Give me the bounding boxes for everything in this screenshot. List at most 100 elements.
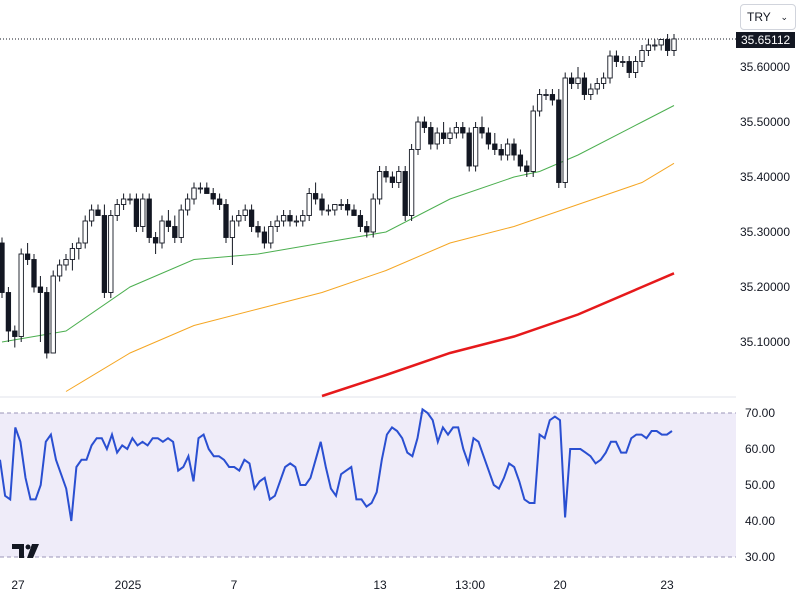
candle-body	[140, 198, 146, 227]
candle-body	[101, 215, 108, 293]
rsi-tick: 30.00	[745, 550, 775, 564]
candle	[204, 182, 210, 194]
candle-body	[229, 220, 236, 238]
candle	[210, 188, 216, 205]
candle	[620, 56, 626, 67]
candle	[581, 72, 588, 100]
price-tick: 35.30000	[740, 225, 790, 239]
candle	[37, 276, 44, 342]
candle-body	[197, 187, 204, 190]
candle	[152, 232, 159, 254]
candle-body	[280, 215, 287, 222]
candle	[440, 122, 447, 144]
rsi-tick: 60.00	[745, 442, 775, 456]
candle	[248, 204, 255, 232]
candle-body	[88, 209, 95, 222]
candle-body	[351, 209, 357, 216]
candle-body	[626, 61, 632, 73]
candle-body	[517, 154, 524, 167]
candle-body	[620, 61, 626, 63]
candle	[191, 182, 197, 205]
candle	[466, 127, 472, 172]
candle	[408, 144, 415, 221]
candle	[293, 215, 300, 227]
candle-body	[325, 209, 332, 212]
candle-body	[184, 198, 191, 211]
candle-body	[204, 187, 210, 194]
candle	[357, 210, 364, 232]
candle	[0, 237, 5, 298]
candle	[492, 133, 498, 155]
candle	[575, 67, 581, 89]
candle-body	[575, 77, 581, 84]
candle-body	[479, 127, 485, 134]
candle-body	[146, 198, 152, 238]
candle	[479, 116, 485, 139]
candle	[287, 210, 293, 227]
candle-body	[664, 39, 671, 51]
candle-body	[127, 198, 133, 201]
candle-body	[536, 94, 543, 112]
ma-slow-line	[321, 272, 675, 398]
candle-body	[594, 83, 600, 90]
candle	[588, 83, 594, 100]
candle	[600, 72, 607, 89]
price-tick: 35.20000	[740, 280, 790, 294]
rsi-tick: 40.00	[745, 514, 775, 528]
candle	[229, 215, 236, 265]
candle	[530, 105, 536, 177]
ma-mid-line	[65, 162, 675, 392]
candle-body	[543, 94, 549, 96]
candle-body	[223, 204, 229, 238]
candle-body	[408, 149, 415, 216]
candle	[632, 56, 639, 78]
candle-body	[466, 132, 472, 167]
last-price-label: 35.65112	[736, 32, 796, 48]
candle-body	[255, 226, 261, 233]
candle	[312, 182, 319, 205]
candle	[524, 160, 530, 177]
candle-body	[338, 204, 344, 206]
candle-body	[344, 204, 351, 211]
price-axis[interactable]: 35.60000 35.50000 35.40000 35.30000 35.2…	[740, 60, 790, 349]
candle-body	[76, 242, 82, 249]
candle	[658, 39, 664, 51]
candle	[255, 221, 261, 238]
candle	[415, 116, 421, 155]
candle	[536, 89, 543, 117]
candle	[607, 50, 613, 84]
price-tick: 35.10000	[740, 335, 790, 349]
candle	[671, 34, 677, 56]
candle-body	[248, 209, 255, 227]
rsi-axis[interactable]: 70.00 60.00 50.00 40.00 30.00	[745, 406, 775, 564]
candle-body	[389, 176, 396, 183]
currency-selector[interactable]: TRY ⌄	[740, 4, 796, 30]
candle-body	[402, 171, 408, 216]
candle	[172, 215, 178, 243]
candle	[498, 144, 504, 161]
candle-body	[613, 55, 620, 62]
candle-body	[645, 44, 652, 51]
candle	[594, 78, 600, 95]
candle-body	[511, 143, 517, 156]
candle	[504, 138, 511, 161]
candle-body	[306, 193, 312, 216]
candle-body	[18, 253, 24, 337]
candle	[306, 188, 312, 221]
candle	[453, 122, 460, 139]
candle	[447, 127, 453, 144]
candle-body	[568, 77, 575, 84]
candle-body	[0, 242, 5, 293]
candle	[50, 270, 56, 354]
candle	[332, 204, 338, 216]
candle	[319, 193, 325, 216]
time-axis[interactable]: 27 2025 7 13 13:00 20 23	[11, 578, 674, 592]
currency-label: TRY	[747, 10, 771, 24]
candle	[165, 210, 172, 232]
candle	[24, 243, 31, 265]
candle-body	[12, 330, 18, 337]
candle	[268, 221, 274, 249]
candle	[325, 204, 332, 216]
candle-body	[172, 226, 178, 238]
